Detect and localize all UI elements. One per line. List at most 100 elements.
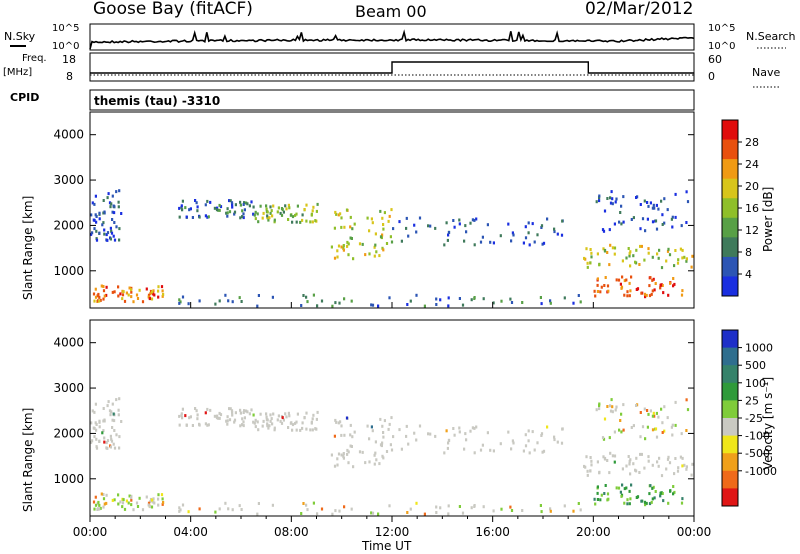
power-echo-cell <box>660 266 664 270</box>
velocity-echo-cell <box>347 450 350 454</box>
velocity-echo-cell <box>629 472 632 476</box>
power-echo-cell <box>379 235 383 239</box>
velocity-echo-cell <box>338 509 341 513</box>
velocity-echo-cell <box>209 408 212 412</box>
power-echo-cell <box>261 216 264 220</box>
velocity-echo-cell <box>446 446 449 450</box>
velocity-echo-cell <box>141 508 145 512</box>
velocity-echo-cell <box>294 421 297 425</box>
power-echo-cell <box>667 247 670 251</box>
power-echo-cell <box>609 201 613 205</box>
velocity-echo-cell <box>373 453 376 457</box>
velocity-echo-cell <box>685 429 688 432</box>
power-echo-cell <box>335 212 338 216</box>
power-echo-cell <box>385 242 389 245</box>
power-echo-cell <box>445 221 448 225</box>
velocity-echo-cell <box>301 421 304 425</box>
velocity-echo-cell <box>113 498 116 502</box>
power-echo-cell <box>649 201 652 205</box>
velocity-echo-cell <box>110 437 113 441</box>
power-echo-cell <box>418 216 422 220</box>
power-echo-cell <box>447 296 450 300</box>
velocity-echo-cell <box>681 497 684 501</box>
power-echo-cell <box>105 233 108 237</box>
power-echo-cell <box>599 290 602 294</box>
power-echo-cell <box>553 227 556 231</box>
power-echo-cell <box>619 211 622 214</box>
velocity-echo-cell <box>147 501 151 505</box>
velocity-echo-cell <box>622 428 625 432</box>
freq-left-tick-bottom: 8 <box>66 70 73 83</box>
power-echo-cell <box>295 220 298 224</box>
velocity-echo-cell <box>98 425 101 429</box>
velocity-echo-cell <box>358 450 362 454</box>
velocity-echo-cell <box>184 414 187 418</box>
power-echo-cell <box>218 299 221 303</box>
power-echo-cell <box>595 200 598 204</box>
velocity-echo-cell <box>598 402 601 406</box>
power-echo-cell <box>110 231 114 235</box>
power-echo-cell <box>188 208 191 212</box>
power-echo-cell <box>602 247 605 251</box>
velocity-echo-cell <box>204 422 207 426</box>
velocity-echo-cell <box>300 512 303 515</box>
power-echo-cell <box>98 217 101 221</box>
freq-right-label: Nave <box>752 66 780 79</box>
power-echo-cell <box>95 215 98 218</box>
power-echo-cell <box>364 253 367 257</box>
power-echo-cell <box>643 258 646 262</box>
power-echo-cell <box>598 196 601 200</box>
power-echo-cell <box>620 222 623 226</box>
freq-panel-frame <box>89 52 695 82</box>
velocity-echo-cell <box>347 461 350 465</box>
velocity-echo-cell <box>198 423 201 427</box>
velocity-echo-cell <box>334 509 337 513</box>
velocity-colorbar-label: Velocity [m s⁻¹] <box>761 377 775 470</box>
velocity-echo-cell <box>463 447 466 451</box>
power-echo-cell <box>91 231 94 235</box>
power-echo-cell <box>507 222 510 226</box>
velocity-echo-cell <box>103 418 106 422</box>
power-echo-cell <box>120 212 123 215</box>
power-echo-cell <box>277 206 280 210</box>
velocity-echo-cell <box>289 421 292 425</box>
velocity-echo-cell <box>540 510 543 514</box>
power-echo-cell <box>427 224 430 228</box>
velocity-echo-cell <box>178 509 181 513</box>
power-echo-cell <box>225 211 228 215</box>
power-echo-cell <box>596 283 599 287</box>
power-echo-cell <box>579 300 582 304</box>
velocity-echo-cell <box>178 506 181 510</box>
velocity-echo-cell <box>666 457 670 461</box>
power-echo-cell <box>657 256 660 260</box>
noise-right-tick-top: 10^5 <box>708 23 735 34</box>
power-echo-cell <box>590 255 593 259</box>
power-echo-cell <box>209 200 212 204</box>
power-echo-cell <box>458 222 461 226</box>
velocity-echo-cell <box>673 490 676 494</box>
velocity-echo-cell <box>595 408 598 412</box>
power-echo-cell <box>291 220 294 224</box>
velocity-echo-cell <box>368 460 371 464</box>
power-echo-cell <box>239 203 242 207</box>
power-echo-cell <box>213 206 216 210</box>
power-echo-cell <box>661 284 664 287</box>
power-echo-cell <box>540 226 543 229</box>
velocity-echo-cell <box>366 424 369 428</box>
power-echo-cell <box>461 303 465 307</box>
velocity-echo-cell <box>111 498 114 502</box>
power-echo-cell <box>90 232 93 236</box>
velocity-echo-cell <box>630 426 633 429</box>
cpid-panel-frame <box>89 89 695 111</box>
velocity-echo-cell <box>191 424 194 427</box>
power-echo-cell <box>647 204 650 208</box>
velocity-echo-cell <box>672 492 675 496</box>
power-echo-cell <box>434 226 437 230</box>
power-echo-cell <box>191 216 194 219</box>
colorbar-tick-label: 100 <box>745 377 766 390</box>
velocity-echo-cell <box>96 507 100 511</box>
power-echo-cell <box>663 197 666 201</box>
power-echo-cell <box>361 242 364 246</box>
velocity-echo-cell <box>507 430 510 434</box>
power-echo-cell <box>613 222 616 226</box>
